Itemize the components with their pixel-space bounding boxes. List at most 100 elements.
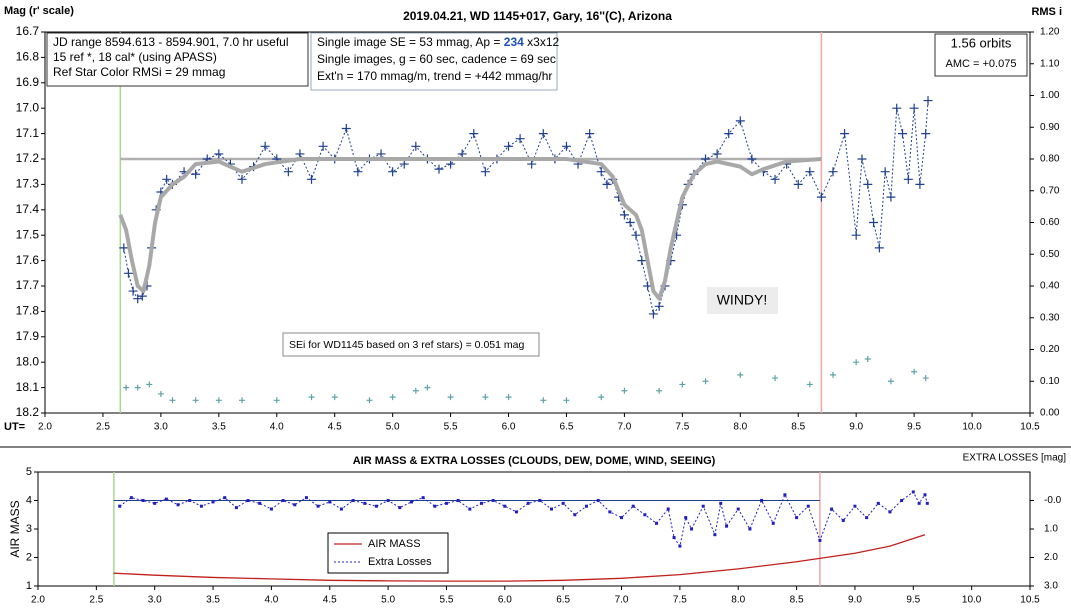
data-point [690, 527, 694, 531]
data-point [654, 301, 664, 311]
data-point [293, 503, 297, 507]
data-point [239, 397, 245, 404]
y-tick-label: 2 [26, 551, 32, 563]
x-tick-label: 4.0 [270, 422, 284, 433]
y2-tick-label: 0.60 [1040, 217, 1060, 228]
data-point [505, 394, 512, 401]
data-point [409, 500, 413, 504]
data-point [376, 149, 386, 159]
y-tick-label: 18.2 [16, 405, 40, 419]
x-tick-label: 5.5 [444, 422, 458, 433]
x-tick-label: 7.5 [675, 422, 689, 433]
data-point [724, 129, 734, 139]
y-tick-label: 17.6 [16, 253, 40, 267]
legend-label: Extra Losses [368, 556, 432, 568]
data-point [169, 397, 176, 404]
data-point [853, 359, 860, 366]
data-point [339, 507, 343, 511]
data-point [702, 378, 709, 385]
data-point [366, 397, 373, 404]
y2-tick-label: 1.00 [1040, 90, 1060, 101]
data-point [585, 504, 589, 508]
data-point [434, 164, 444, 174]
legend-label: AIR MASS [368, 538, 421, 550]
data-point [736, 507, 740, 511]
data-point [770, 174, 780, 184]
data-point [648, 309, 658, 319]
x-tick-label: 2.0 [38, 422, 52, 433]
data-point [771, 521, 775, 525]
x-tick-label: 6.5 [560, 422, 574, 433]
y-tick-label: 18.0 [16, 354, 40, 368]
data-point [923, 493, 927, 497]
annotation-box [282, 332, 540, 357]
y2-tick-label: 0.70 [1040, 185, 1060, 196]
x-tick-label: 9.5 [906, 595, 920, 606]
info-line: Ext'n = 170 mmag/m, trend = +442 mmag/hr [317, 69, 552, 83]
x-tick-label: 2.0 [31, 595, 45, 606]
data-point [818, 538, 822, 542]
data-point [806, 381, 813, 388]
y-tick-label: 16.9 [16, 75, 40, 89]
data-point [585, 129, 595, 139]
data-point [146, 381, 153, 388]
data-point [295, 149, 305, 159]
data-point [900, 499, 904, 502]
x-tick-label: 4.0 [264, 595, 278, 606]
y2-axis-label: RMS i [1031, 6, 1062, 18]
data-point [747, 154, 757, 164]
data-point [188, 499, 192, 502]
x-tick-label: 8.0 [733, 422, 747, 433]
data-point [307, 174, 317, 184]
data-point [540, 397, 547, 404]
data-point [389, 394, 396, 401]
data-point [793, 179, 803, 189]
data-point [258, 501, 262, 505]
data-point [678, 544, 682, 548]
y-tick-label: 17.0 [16, 100, 40, 114]
annotation: SEi for WD1145 based on 3 ref stars) = 0… [289, 339, 524, 351]
y2-tick-label: 0.50 [1040, 249, 1060, 260]
data-point [666, 507, 670, 511]
data-point [192, 397, 199, 404]
y-tick-label: 16.7 [16, 24, 40, 38]
data-point [527, 159, 537, 169]
y2-tick-label: 3.0 [1044, 581, 1058, 592]
y-tick-label: 18.1 [16, 380, 40, 394]
x-tick-label: 8.0 [731, 595, 745, 606]
data-point [246, 499, 250, 502]
data-point [133, 294, 143, 304]
data-point [887, 378, 894, 385]
y-tick-label: 4 [26, 494, 32, 506]
data-point [898, 129, 908, 139]
data-point [388, 167, 398, 177]
data-point [351, 499, 355, 502]
data-point [214, 149, 224, 159]
data-point [269, 507, 273, 511]
y2-tick-label: 1.20 [1040, 27, 1060, 38]
data-point [869, 218, 879, 227]
x-tick-label: 10.5 [1020, 422, 1040, 433]
data-point [921, 129, 931, 139]
x-tick-label: 3.0 [154, 422, 168, 433]
chart-title: 2019.04.21, WD 1145+017, Gary, 16''(C), … [403, 9, 672, 23]
chart-title: AIR MASS & EXTRA LOSSES (CLOUDS, DEW, DO… [353, 455, 716, 467]
x-tick-label: 6.0 [502, 422, 516, 433]
data-point [128, 286, 138, 296]
x-tick-label: 3.5 [212, 422, 226, 433]
data-point [563, 397, 570, 404]
y2-axis-label: EXTRA LOSSES [mag] [963, 453, 1067, 464]
data-point [621, 387, 628, 394]
y2-tick-label: -0.0 [1044, 495, 1062, 506]
data-point [424, 384, 431, 391]
data-point [923, 96, 933, 106]
data-point [911, 368, 918, 375]
data-point [806, 504, 810, 508]
data-point [656, 387, 663, 394]
data-point [374, 504, 378, 508]
y2-tick-label: 1.10 [1040, 58, 1060, 69]
y2-tick-label: 1.0 [1044, 524, 1058, 535]
x-tick-label: 5.0 [386, 422, 400, 433]
x-tick-label: 7.0 [615, 595, 629, 606]
